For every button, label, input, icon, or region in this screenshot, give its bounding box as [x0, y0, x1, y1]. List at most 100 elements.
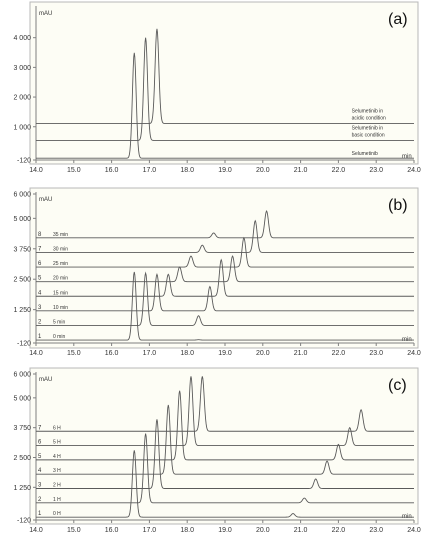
y-tick-label: 2 500 — [13, 455, 31, 462]
plot-area — [29, 187, 419, 349]
x-tick-label: 19.0 — [218, 527, 232, 534]
panel-a: mAU min (a) 14.0 15.0 16.0 17.0 18.0 19.0 20.0 21.… — [13, 1, 421, 174]
x-tick-label: 17.0 — [143, 167, 157, 174]
series-name: 0 H — [53, 511, 61, 517]
y-tick-label: -120 — [17, 158, 31, 165]
panel-label: (c) — [388, 377, 407, 394]
x-tick-label: 14.0 — [29, 527, 43, 534]
series-name: 0 min — [53, 334, 65, 340]
series-name: 10 min — [53, 305, 68, 311]
series-name: 5 H — [53, 440, 61, 446]
series-name: 6 H — [53, 425, 61, 431]
plot-area — [29, 1, 419, 165]
trace-number: 1 — [38, 334, 42, 340]
x-tick-label: 21.0 — [294, 350, 308, 357]
y-tick-label: -120 — [17, 518, 31, 525]
series-name: 25 min — [53, 261, 68, 267]
trace-line — [36, 390, 414, 461]
x-tick-label: 15.0 — [67, 350, 81, 357]
x-tick-label: 18.0 — [180, 527, 194, 534]
series-name: 3 H — [53, 468, 61, 474]
x-tick-label: 16.0 — [105, 350, 119, 357]
y-tick-label: 2 500 — [13, 277, 31, 284]
x-tick-label: 23.0 — [369, 350, 383, 357]
trace-number: 8 — [38, 232, 42, 238]
x-tick-label: 15.0 — [67, 527, 81, 534]
trace-line — [36, 258, 414, 297]
series-name: 5 min — [53, 319, 65, 325]
trace-number: 7 — [38, 246, 42, 252]
x-tick-label: 19.0 — [218, 350, 232, 357]
y-tick-label: 5 000 — [13, 395, 31, 402]
trace-number: 3 — [38, 483, 42, 489]
x-tick-label: 20.0 — [256, 350, 270, 357]
x-tick-label: 21.0 — [294, 527, 308, 534]
x-tick-label: 17.0 — [143, 350, 157, 357]
x-tick-label: 15.0 — [67, 167, 81, 174]
x-tick-label: 24.0 — [407, 350, 421, 357]
trace-line — [36, 37, 414, 141]
series-name: 15 min — [53, 290, 68, 296]
trace-line — [36, 271, 414, 326]
series-label-line2: basic condition — [352, 132, 385, 138]
x-tick-label: 18.0 — [180, 350, 194, 357]
x-tick-label: 16.0 — [105, 167, 119, 174]
trace-number: 6 — [38, 440, 42, 446]
x-tick-label: 24.0 — [407, 527, 421, 534]
trace-line — [36, 255, 414, 283]
y-tick-label: 3 000 — [13, 65, 31, 72]
x-tick-label: 20.0 — [256, 527, 270, 534]
trace-line — [36, 210, 414, 239]
trace-number: 5 — [38, 454, 42, 460]
x-tick-label: 22.0 — [332, 350, 346, 357]
trace-number: 4 — [38, 290, 42, 296]
x-tick-label: 21.0 — [294, 167, 308, 174]
y-tick-label: 3 750 — [13, 246, 31, 253]
trace-line — [36, 271, 414, 341]
trace-number: 2 — [38, 319, 42, 325]
series-name: 30 min — [53, 246, 68, 252]
y-tick-label: -120 — [17, 341, 31, 348]
trace-number: 6 — [38, 261, 42, 267]
x-tick-label: 22.0 — [332, 527, 346, 534]
trace-line — [36, 376, 414, 432]
trace-line — [36, 28, 414, 124]
x-tick-label: 19.0 — [218, 167, 232, 174]
trace-number: 7 — [38, 425, 42, 431]
trace-number: 5 — [38, 276, 42, 282]
x-tick-label: 18.0 — [180, 167, 194, 174]
series-name: Selumetinib — [352, 151, 378, 157]
trace-line — [36, 404, 414, 475]
y-tick-label: 1 250 — [13, 307, 31, 314]
series-label: Selumetinib in — [352, 108, 384, 114]
x-tick-label: 17.0 — [143, 527, 157, 534]
trace-line — [36, 419, 414, 489]
trace-line — [36, 450, 414, 518]
x-tick-label: 23.0 — [369, 527, 383, 534]
series-name: 20 min — [53, 276, 68, 282]
x-tick-label: 24.0 — [407, 167, 421, 174]
trace-number: 4 — [38, 468, 42, 474]
panel-label: (b) — [388, 197, 408, 214]
series-name: 2 H — [53, 483, 61, 489]
trace-line — [36, 273, 414, 312]
trace-line — [36, 236, 414, 268]
x-tick-label: 23.0 — [369, 167, 383, 174]
x-tick-label: 22.0 — [332, 167, 346, 174]
y-tick-label: 1 000 — [13, 124, 31, 131]
y-tick-label: 1 250 — [13, 485, 31, 492]
trace-number: 1 — [38, 511, 42, 517]
x-tick-label: 20.0 — [256, 167, 270, 174]
trace-line — [36, 433, 414, 504]
series-name: 4 H — [53, 454, 61, 460]
y-unit-label: mAU — [39, 377, 52, 383]
y-unit-label: mAU — [39, 197, 52, 203]
x-unit-label: min — [402, 154, 412, 160]
y-tick-label: 4 000 — [13, 35, 31, 42]
panel-label: (a) — [388, 11, 408, 28]
x-tick-label: 14.0 — [29, 167, 43, 174]
y-unit-label: mAU — [39, 11, 52, 17]
x-tick-label: 16.0 — [105, 527, 119, 534]
